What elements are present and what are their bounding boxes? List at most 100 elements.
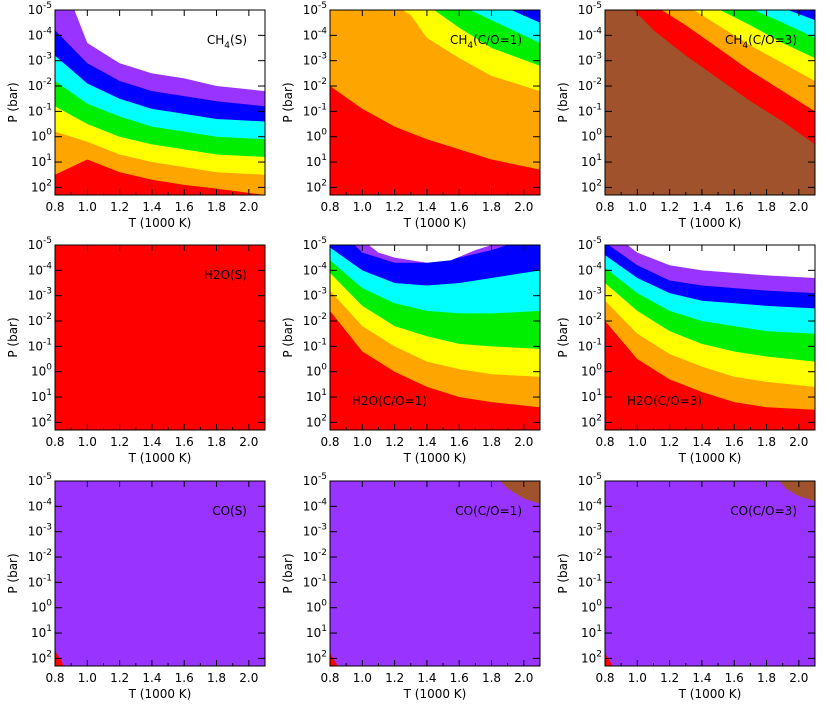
x-tick-label: 1.8 <box>207 671 226 685</box>
panel-title: H2O(C/O=3) <box>627 394 702 408</box>
panel-title: H2O(C/O=1) <box>352 394 427 408</box>
x-tick-label: 1.0 <box>353 671 372 685</box>
y-tick-label: 102 <box>31 413 52 429</box>
x-tick-label: 1.2 <box>110 435 129 449</box>
plot-area <box>605 245 815 430</box>
x-tick-label: 0.8 <box>45 200 64 214</box>
y-tick-label: 10-1 <box>303 337 327 353</box>
y-tick-label: 10-3 <box>303 52 327 68</box>
x-tick-label: 1.2 <box>385 671 404 685</box>
contour-band-blue <box>788 10 815 21</box>
y-tick-label: 10-1 <box>303 102 327 118</box>
y-tick-label: 10-4 <box>28 261 53 277</box>
y-tick-label: 10-2 <box>578 548 602 564</box>
x-tick-label: 1.2 <box>385 200 404 214</box>
x-tick-label: 1.4 <box>417 671 436 685</box>
x-tick-label: 1.6 <box>175 200 194 214</box>
panel-title: H2O(S) <box>204 268 247 282</box>
x-tick-label: 1.4 <box>417 435 436 449</box>
y-tick-label: 10-2 <box>578 312 602 328</box>
x-axis-label: T (1000 K) <box>403 687 467 701</box>
x-tick-label: 1.4 <box>692 671 711 685</box>
y-tick-label: 10-1 <box>578 573 602 589</box>
x-tick-label: 2.0 <box>789 671 808 685</box>
y-tick-label: 100 <box>306 599 327 615</box>
x-tick-label: 1.4 <box>692 200 711 214</box>
x-tick-label: 1.2 <box>660 435 679 449</box>
y-tick-label: 101 <box>581 388 602 404</box>
y-tick-label: 10-5 <box>303 236 327 252</box>
panel-co-s: 0.8 1.0 1.2 1.4 1.6 1.8 2.0 10-5 10-4 10-3 10-2 10-… <box>6 472 266 701</box>
y-tick-label: 102 <box>306 649 327 665</box>
y-tick-label: 100 <box>31 599 52 615</box>
x-tick-label: 1.0 <box>78 435 97 449</box>
y-tick-label: 10-3 <box>303 523 327 539</box>
y-tick-label: 10-3 <box>28 52 52 68</box>
y-tick-label: 101 <box>31 153 52 169</box>
x-tick-label: 1.6 <box>725 671 744 685</box>
y-tick-label: 100 <box>306 128 327 144</box>
y-axis-label: P (bar) <box>6 553 20 593</box>
x-tick-label: 1.4 <box>142 200 161 214</box>
y-tick-label: 101 <box>31 388 52 404</box>
contour-band-white <box>74 10 265 92</box>
panel-frame <box>54 244 266 431</box>
y-tick-label: 101 <box>581 153 602 169</box>
x-tick-label: 1.0 <box>78 671 97 685</box>
plot-area <box>330 481 540 666</box>
panel-ch4-c1: 0.8 1.0 1.2 1.4 1.6 1.8 2.0 10-5 10-4 10-3 10-2 10-… <box>281 1 541 230</box>
x-tick-label: 1.8 <box>757 435 776 449</box>
x-tick-label: 1.8 <box>482 435 501 449</box>
x-tick-label: 1.4 <box>142 671 161 685</box>
plot-area <box>55 10 265 195</box>
y-tick-label: 10-1 <box>28 102 52 118</box>
y-tick-label: 10-1 <box>28 337 52 353</box>
y-axis-label: P (bar) <box>6 317 20 357</box>
panel-frame <box>54 9 266 196</box>
y-tick-label: 10-2 <box>578 77 602 93</box>
x-tick-label: 1.0 <box>353 435 372 449</box>
y-tick-label: 10-4 <box>28 26 53 42</box>
x-tick-label: 1.8 <box>482 671 501 685</box>
y-axis-label: P (bar) <box>281 317 295 357</box>
x-tick-label: 2.0 <box>514 200 533 214</box>
y-tick-label: 100 <box>581 599 602 615</box>
y-tick-label: 100 <box>31 363 52 379</box>
y-tick-label: 10-4 <box>303 261 328 277</box>
y-tick-label: 102 <box>581 649 602 665</box>
y-tick-label: 10-5 <box>578 236 602 252</box>
contour-band-cyan <box>753 10 815 38</box>
y-tick-label: 101 <box>306 624 327 640</box>
y-tick-label: 102 <box>581 413 602 429</box>
y-tick-label: 10-3 <box>303 287 327 303</box>
x-tick-label: 1.6 <box>725 435 744 449</box>
panel-h2o-c3: 0.8 1.0 1.2 1.4 1.6 1.8 2.0 10-5 10-4 10-3 10-2 10-… <box>556 236 816 465</box>
plot-area <box>55 481 265 666</box>
x-axis-label: T (1000 K) <box>128 216 192 230</box>
x-tick-label: 1.6 <box>450 671 469 685</box>
y-tick-label: 10-4 <box>28 497 53 513</box>
y-tick-label: 102 <box>306 178 327 194</box>
panel-title: CH4(C/O=1) <box>450 33 522 51</box>
panel-title: CH4(C/O=3) <box>725 33 797 51</box>
x-tick-label: 0.8 <box>320 200 339 214</box>
y-tick-label: 10-3 <box>28 287 52 303</box>
x-tick-label: 1.4 <box>692 435 711 449</box>
plot-area <box>605 10 815 195</box>
x-tick-label: 0.8 <box>595 435 614 449</box>
y-tick-label: 10-4 <box>578 497 603 513</box>
contour-band-white <box>368 245 492 263</box>
x-tick-label: 2.0 <box>239 200 258 214</box>
x-axis-label: T (1000 K) <box>678 451 742 465</box>
y-tick-label: 10-2 <box>303 548 327 564</box>
y-tick-label: 10-2 <box>28 312 52 328</box>
contour-band-purple <box>330 481 540 666</box>
panel-h2o-s: 0.8 1.0 1.2 1.4 1.6 1.8 2.0 10-5 10-4 10-3 10-2 10-… <box>6 236 266 465</box>
y-tick-label: 101 <box>581 624 602 640</box>
x-tick-label: 1.2 <box>110 671 129 685</box>
y-axis-label: P (bar) <box>556 82 570 122</box>
x-tick-label: 2.0 <box>239 435 258 449</box>
x-tick-label: 1.6 <box>175 671 194 685</box>
x-tick-label: 1.8 <box>757 200 776 214</box>
